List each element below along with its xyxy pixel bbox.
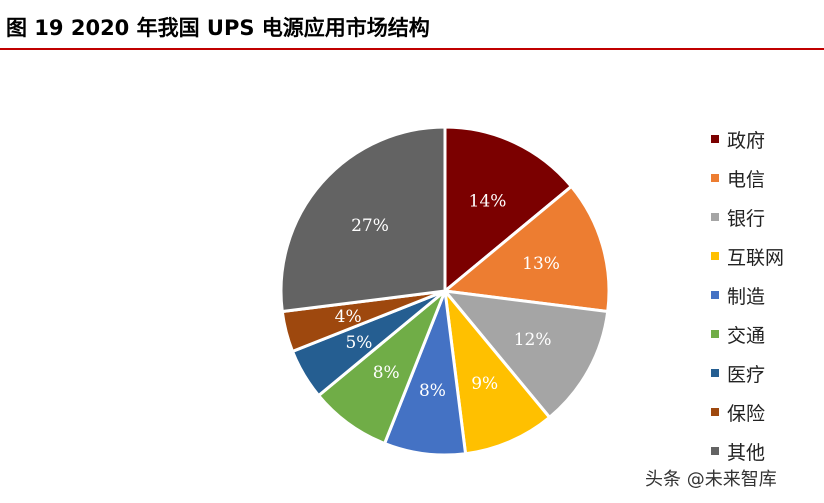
legend-swatch: [711, 252, 719, 260]
legend-swatch: [711, 330, 719, 338]
pie-data-label-5: 8%: [373, 363, 400, 383]
legend-swatch: [711, 408, 719, 416]
figure-header: 图 19 2020 年我国 UPS 电源应用市场结构: [0, 0, 824, 50]
pie-data-label-0: 14%: [469, 192, 507, 212]
legend-item-0: 政府: [711, 124, 811, 154]
legend-label: 制造: [727, 286, 766, 308]
legend-item-5: 交通: [711, 319, 811, 349]
figure-title: 图 19 2020 年我国 UPS 电源应用市场结构: [6, 16, 430, 40]
legend-label: 医疗: [727, 364, 766, 386]
pie-data-label-7: 4%: [335, 307, 362, 327]
legend-label: 电信: [727, 169, 766, 191]
watermark-text: 头条 @未来智库: [645, 469, 777, 490]
legend-item-8: 其他: [711, 436, 811, 466]
legend-label: 保险: [727, 403, 766, 425]
pie-data-label-2: 12%: [514, 330, 552, 350]
legend-swatch: [711, 174, 719, 182]
legend-item-6: 医疗: [711, 358, 811, 388]
legend-label: 银行: [727, 208, 766, 230]
pie-data-label-1: 13%: [522, 254, 560, 274]
legend-swatch: [711, 213, 719, 221]
pie-data-label-4: 8%: [419, 381, 446, 401]
legend-label: 政府: [727, 130, 766, 152]
legend-swatch: [711, 135, 719, 143]
legend-item-4: 制造: [711, 280, 811, 310]
legend-label: 其他: [727, 442, 766, 464]
legend-item-7: 保险: [711, 397, 811, 427]
pie-data-label-6: 5%: [345, 333, 372, 353]
legend-item-2: 银行: [711, 202, 811, 232]
pie-data-label-8: 27%: [351, 216, 389, 236]
pie-slice-0: [443, 125, 574, 295]
legend-item-1: 电信: [711, 163, 811, 193]
pie-slice-2: [441, 289, 610, 420]
legend-item-3: 互联网: [711, 241, 811, 271]
legend-label: 互联网: [727, 247, 785, 269]
pie-data-label-3: 9%: [471, 374, 498, 394]
legend-label: 交通: [727, 325, 766, 347]
pie-slice-8: [279, 125, 447, 314]
legend-swatch: [711, 447, 719, 455]
pie-slice-3: [442, 286, 552, 456]
pie-slice-1: [441, 184, 611, 314]
legend-swatch: [711, 369, 719, 377]
legend-swatch: [711, 291, 719, 299]
